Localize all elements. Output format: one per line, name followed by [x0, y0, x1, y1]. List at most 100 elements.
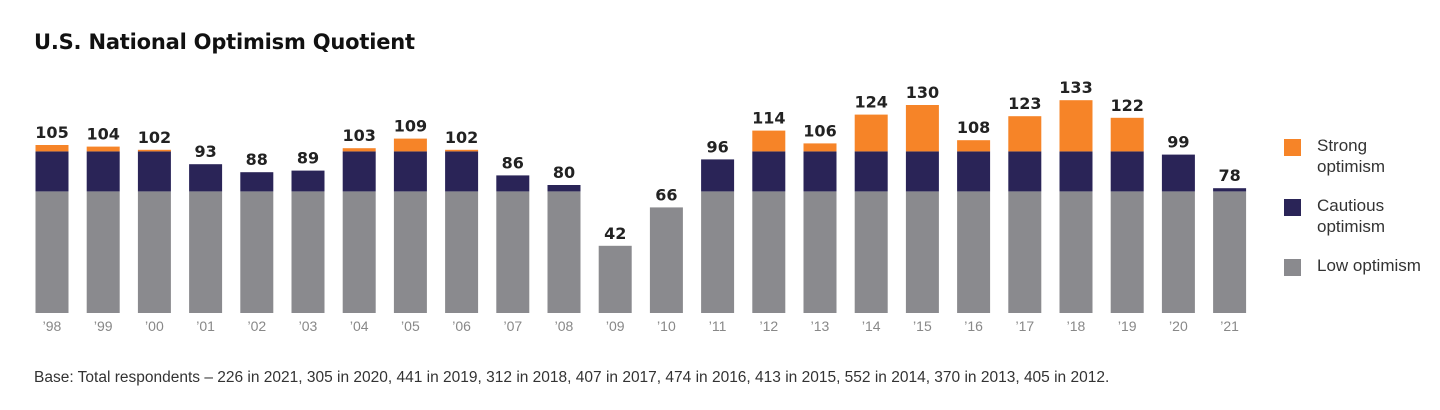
bar-cautious-23: [1213, 188, 1247, 192]
bar-low-7: [393, 191, 427, 313]
legend-label-low: Low optimism: [1317, 256, 1421, 275]
bar-low-6: [342, 191, 376, 313]
bar-low-1: [86, 191, 120, 313]
bar-low-9: [496, 191, 530, 313]
bar-strong-6: [342, 148, 376, 152]
bar-cautious-10: [547, 185, 581, 192]
bar-cautious-14: [752, 151, 786, 192]
legend-label-cautious: Cautious optimism: [1317, 196, 1386, 236]
x-tick-label-18: ’16: [964, 318, 983, 334]
bar-chart: 105 104 102 93 88 89 103 109 102 86 80 42 66 96 114 106…: [35, 78, 1247, 334]
bar-cautious-18: [957, 151, 991, 192]
value-label-15: 106: [803, 121, 836, 140]
bars-group: [35, 100, 1247, 313]
bar-cautious-2: [137, 151, 171, 192]
bar-strong-19: [1008, 116, 1042, 152]
x-tick-label-1: ’99: [94, 318, 113, 334]
bar-strong-21: [1110, 117, 1144, 152]
value-label-3: 93: [194, 142, 216, 161]
bar-low-13: [701, 191, 735, 313]
value-label-4: 88: [246, 150, 268, 169]
bar-low-15: [803, 191, 837, 313]
bar-strong-8: [445, 149, 479, 152]
bar-cautious-16: [854, 151, 888, 192]
value-label-6: 103: [342, 126, 375, 145]
bar-cautious-21: [1110, 151, 1144, 192]
legend: Strong optimism Cautious optimism Low op…: [1284, 136, 1434, 316]
bar-cautious-8: [445, 151, 479, 192]
x-tick-label-13: ’11: [709, 318, 727, 334]
bar-strong-17: [905, 105, 939, 152]
bar-low-22: [1161, 191, 1195, 313]
bar-strong-14: [752, 130, 786, 152]
bar-strong-2: [137, 149, 171, 152]
value-label-16: 124: [854, 93, 887, 112]
bar-cautious-17: [905, 151, 939, 192]
value-label-17: 130: [906, 83, 939, 102]
value-label-14: 114: [752, 109, 785, 128]
bar-low-12: [649, 207, 683, 313]
bar-cautious-4: [240, 172, 274, 192]
bar-low-5: [291, 191, 325, 313]
x-tick-label-8: ’06: [452, 318, 471, 334]
value-label-12: 66: [655, 185, 677, 204]
value-labels-group: 105 104 102 93 88 89 103 109 102 86 80 42 66 96 114 106…: [35, 78, 1240, 243]
bar-cautious-13: [701, 159, 735, 192]
value-label-22: 99: [1167, 133, 1189, 152]
x-tick-label-6: ’04: [350, 318, 369, 334]
bar-cautious-0: [35, 151, 69, 192]
bar-cautious-9: [496, 175, 530, 192]
x-tick-label-12: ’10: [657, 318, 676, 334]
bar-cautious-1: [86, 151, 120, 192]
x-tick-label-4: ’02: [247, 318, 266, 334]
legend-label-strong: Strong optimism: [1317, 136, 1386, 176]
value-label-11: 42: [604, 224, 626, 243]
value-label-13: 96: [706, 137, 728, 156]
bar-strong-15: [803, 143, 837, 152]
bar-low-18: [957, 191, 991, 313]
chart-title: U.S. National Optimism Quotient: [34, 30, 415, 54]
x-tick-label-5: ’03: [299, 318, 318, 334]
x-tick-label-23: ’21: [1220, 318, 1239, 334]
legend-item-low: Low optimism: [1284, 256, 1434, 316]
bar-strong-20: [1059, 100, 1093, 152]
legend-item-strong: Strong optimism: [1284, 136, 1434, 196]
bar-strong-16: [854, 114, 888, 152]
bar-low-4: [240, 191, 274, 313]
bar-low-3: [189, 191, 223, 313]
x-tick-label-10: ’08: [555, 318, 574, 334]
legend-swatch-strong: [1284, 139, 1301, 156]
bar-low-21: [1110, 191, 1144, 313]
value-label-19: 123: [1008, 94, 1041, 113]
bar-low-16: [854, 191, 888, 313]
value-label-2: 102: [138, 128, 171, 147]
x-tick-label-9: ’07: [503, 318, 522, 334]
value-label-0: 105: [35, 123, 68, 142]
footnote: Base: Total respondents – 226 in 2021, 3…: [34, 369, 1110, 386]
x-tick-label-3: ’01: [196, 318, 215, 334]
value-label-1: 104: [86, 125, 119, 144]
bar-low-14: [752, 191, 786, 313]
x-tick-label-7: ’05: [401, 318, 420, 334]
bar-strong-0: [35, 145, 69, 152]
x-tick-label-0: ’98: [43, 318, 62, 334]
bar-low-0: [35, 191, 69, 313]
value-label-7: 109: [394, 117, 427, 136]
legend-swatch-low: [1284, 259, 1301, 276]
x-tick-label-15: ’13: [811, 318, 830, 334]
bar-strong-1: [86, 146, 120, 152]
bar-low-19: [1008, 191, 1042, 313]
bar-cautious-22: [1161, 154, 1195, 192]
x-tick-label-2: ’00: [145, 318, 164, 334]
bar-low-2: [137, 191, 171, 313]
x-tick-labels-group: ’98 ’99 ’00 ’01 ’02 ’03 ’04 ’05 ’06 ’07 ’08 ’09 ’10 ’…: [43, 318, 1239, 334]
bar-cautious-7: [393, 151, 427, 192]
bar-cautious-20: [1059, 151, 1093, 192]
bar-low-11: [598, 245, 632, 313]
x-tick-label-17: ’15: [913, 318, 932, 334]
legend-swatch-cautious: [1284, 199, 1301, 216]
value-label-20: 133: [1059, 78, 1092, 97]
value-label-18: 108: [957, 118, 990, 137]
bar-cautious-19: [1008, 151, 1042, 192]
value-label-5: 89: [297, 149, 319, 168]
